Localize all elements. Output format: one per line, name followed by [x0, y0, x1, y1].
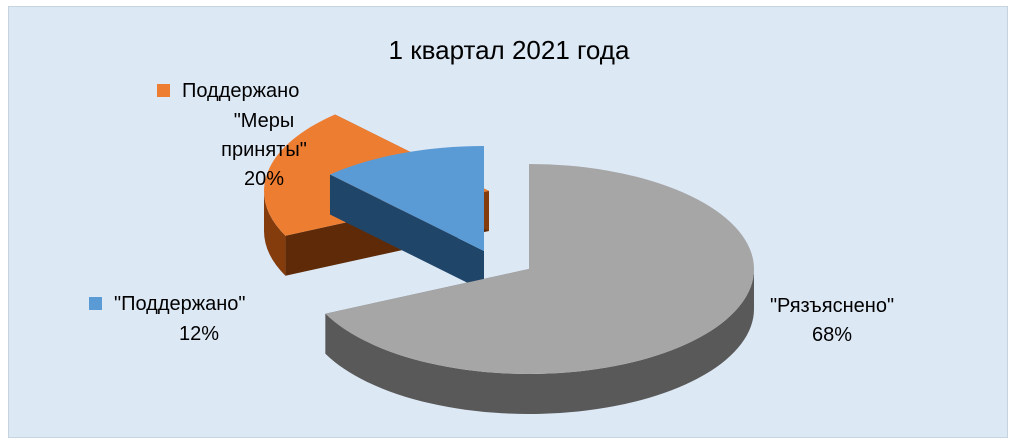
blue-label-pct: 12%	[178, 323, 220, 345]
swatch-orange	[157, 84, 170, 97]
data-label-blue: "Поддержано"	[89, 290, 246, 319]
chart-area: 1 квартал 2021 года Поддержано "Меры при…	[8, 6, 1008, 438]
pie-slice-0	[325, 164, 755, 414]
data-label-gray: "Рязъяснено" 68%	[747, 292, 917, 350]
slice-rim-0	[325, 269, 754, 414]
data-label-blue-pct: 12%	[169, 320, 229, 349]
orange-label-line1: Поддержано	[182, 80, 300, 102]
slice-top-0	[325, 164, 755, 374]
chart-title: 1 квартал 2021 года	[388, 35, 630, 65]
orange-label-line3: приняты"	[221, 139, 307, 161]
blue-label-name: "Поддержано"	[114, 293, 246, 315]
data-label-orange-rest: "Меры приняты" 20%	[209, 107, 319, 194]
gray-label-name: "Рязъяснено"	[769, 295, 895, 317]
orange-label-line2: "Меры	[233, 110, 295, 132]
gray-label-pct: 68%	[811, 324, 853, 346]
pie-chart	[264, 114, 755, 414]
pie-slice-2	[329, 146, 484, 291]
swatch-blue	[89, 297, 102, 310]
orange-label-pct: 20%	[243, 168, 285, 190]
data-label-orange: Поддержано	[157, 77, 299, 106]
slice-rim-1	[264, 191, 286, 276]
slice-wall-2-0	[329, 174, 484, 291]
slice-top-2	[329, 146, 484, 251]
